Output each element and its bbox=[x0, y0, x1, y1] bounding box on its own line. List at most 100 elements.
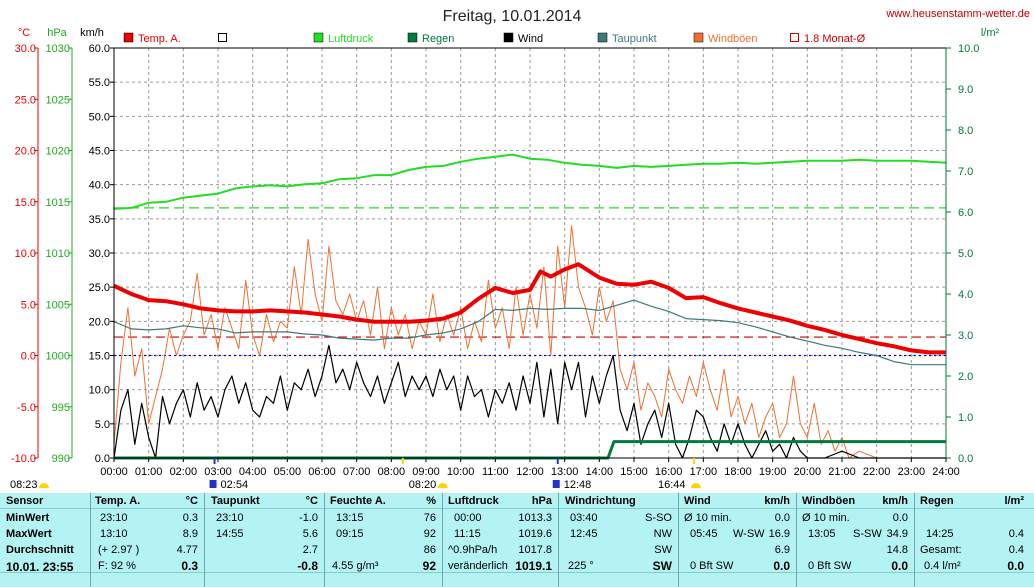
legend-label: Taupunkt bbox=[612, 33, 657, 45]
stats-label-min: MinWert bbox=[6, 512, 50, 524]
legend-item: Taupunkt bbox=[597, 32, 657, 45]
stats-temp-min-value: 0.3 bbox=[182, 512, 198, 524]
sun-icon bbox=[39, 483, 49, 488]
stats-wind-title: Wind bbox=[684, 495, 711, 507]
tick-label-rain: 5.0 bbox=[958, 248, 973, 260]
stats-temp-column: Temp. A. °C 23:10 0.3 13:10 8.9 (+ 2.97 … bbox=[90, 493, 205, 587]
legend-item: Wind bbox=[503, 32, 543, 45]
series-line-temp-a bbox=[113, 262, 946, 355]
tick-label-celsius: 30.0 bbox=[15, 43, 36, 55]
tick-label-kmh: 55.0 bbox=[89, 77, 110, 89]
stats-direction-max-value: NW bbox=[653, 528, 672, 540]
stats-pressure-max-time: 11:15 bbox=[454, 528, 481, 540]
legend-label: Wind bbox=[518, 33, 543, 45]
tick-label-hpa: 1020 bbox=[46, 146, 70, 158]
tick-label-rain: 1.0 bbox=[958, 412, 973, 424]
statistics-table: Sensor MinWert MaxWert Durchschnitt 10.0… bbox=[0, 493, 1034, 587]
stats-temp-now-value: 0.3 bbox=[181, 559, 198, 573]
event-markers: 08:23 02:54 08:20 12:48 16:44 bbox=[10, 458, 701, 491]
stats-temp-min-time: 23:10 bbox=[100, 512, 128, 524]
stats-label-title: Sensor bbox=[6, 495, 44, 507]
stats-temp-unit: °C bbox=[185, 495, 198, 507]
stats-dew-column: Taupunkt °C 23:10 -1.0 14:55 5.6 2.7 -0.… bbox=[204, 493, 325, 587]
x-tick-label: 01:00 bbox=[135, 466, 163, 478]
site-link[interactable]: www.heusenstamm-wetter.de bbox=[885, 8, 1030, 20]
stats-wind-unit: km/h bbox=[764, 495, 790, 507]
stats-gust-min-note: Ø 10 min. bbox=[802, 512, 850, 524]
tick-label-kmh: 50.0 bbox=[89, 111, 110, 123]
stats-dew-min-time: 23:10 bbox=[216, 512, 244, 524]
stats-pressure-now-value: 1019.1 bbox=[515, 559, 552, 573]
x-tick-label: 04:00 bbox=[239, 466, 267, 478]
chart-axes: -10.0 -5.0 0.0 5.0 10.0 15.0 20.0 25.0 30.0 990 99… bbox=[11, 43, 980, 465]
stats-labels-column: Sensor MinWert MaxWert Durchschnitt 10.0… bbox=[0, 493, 91, 587]
tick-label-celsius: 20.0 bbox=[15, 146, 36, 158]
weather-chart: -10.0 -5.0 0.0 5.0 10.0 15.0 20.0 25.0 30.0 990 99… bbox=[10, 8, 1030, 491]
legend-swatch bbox=[503, 32, 514, 43]
tick-label-celsius: 25.0 bbox=[15, 94, 36, 106]
stats-humidity-title: Feuchte A. bbox=[330, 495, 386, 507]
chart-title: Freitag, 10.01.2014 bbox=[443, 8, 582, 25]
stats-humidity-column: Feuchte A. % 13:15 76 09:15 92 86 4.55 g… bbox=[324, 493, 443, 587]
x-tick-label: 18:00 bbox=[724, 466, 752, 478]
sun-icon bbox=[690, 483, 701, 488]
stats-pressure-column: Luftdruck hPa 00:00 1013.3 11:15 1019.6 … bbox=[442, 493, 559, 587]
unit-kmh: km/h bbox=[80, 27, 104, 39]
stats-gust-max-direction: S-SW bbox=[853, 528, 882, 540]
legend-swatch bbox=[123, 32, 134, 43]
tick-label-hpa: 990 bbox=[52, 453, 70, 465]
x-tick-label: 00:00 bbox=[100, 466, 128, 478]
stats-gust-max-value: 34.9 bbox=[886, 528, 908, 540]
stats-gust-title: Windböen bbox=[802, 495, 856, 507]
stats-direction-avg-value: SW bbox=[654, 544, 672, 556]
tick-label-rain: 0.0 bbox=[958, 453, 973, 465]
stats-pressure-avg-value: 1017.8 bbox=[518, 544, 552, 556]
tick-label-celsius: 0.0 bbox=[21, 351, 36, 363]
legend-label: Regen bbox=[422, 33, 454, 45]
stats-humidity-avg-value: 86 bbox=[423, 544, 436, 556]
stats-rain-unit: l/m² bbox=[1004, 495, 1024, 507]
tick-label-hpa: 1015 bbox=[46, 197, 70, 209]
tick-label-celsius: -10.0 bbox=[11, 453, 36, 465]
legend-item: Temp. A. bbox=[123, 32, 181, 45]
tick-label-hpa: 1000 bbox=[46, 351, 70, 363]
series-line-wind bbox=[113, 344, 946, 459]
tick-label-kmh: 40.0 bbox=[89, 180, 110, 192]
x-tick-label: 11:00 bbox=[482, 466, 509, 478]
stats-temp-avg-value: 4.77 bbox=[176, 544, 198, 556]
x-tick-label: 06:00 bbox=[308, 466, 336, 478]
tick-label-celsius: -5.0 bbox=[17, 402, 36, 414]
stats-humidity-min-value: 76 bbox=[423, 512, 436, 524]
stats-wind-now-note: 0 Bft SW bbox=[690, 560, 734, 572]
legend-swatch bbox=[218, 33, 227, 42]
unit-hpa: hPa bbox=[47, 27, 67, 39]
tick-label-kmh: 25.0 bbox=[89, 282, 110, 294]
stats-wind-min-note: Ø 10 min. bbox=[684, 512, 732, 524]
stats-gust-max-time: 13:05 bbox=[808, 528, 836, 540]
tick-label-hpa: 1005 bbox=[46, 299, 70, 311]
stats-temp-title: Temp. A. bbox=[95, 495, 141, 507]
stats-direction-min-value: S-SO bbox=[645, 512, 672, 524]
event-label: 08:20 bbox=[409, 479, 437, 491]
stats-label-now: 10.01. 23:55 bbox=[6, 560, 74, 574]
x-tick-label: 08:00 bbox=[378, 466, 406, 478]
legend-swatch bbox=[313, 32, 324, 43]
stats-dew-max-value: 5.6 bbox=[302, 528, 318, 540]
stats-dew-max-time: 14:55 bbox=[216, 528, 244, 540]
stats-pressure-title: Luftdruck bbox=[448, 495, 499, 507]
stats-gust-now-value: 0.0 bbox=[891, 559, 908, 573]
stats-wind-avg-value: 6.9 bbox=[774, 544, 790, 556]
tick-label-hpa: 995 bbox=[52, 402, 70, 414]
tick-label-rain: 8.0 bbox=[958, 125, 973, 137]
unit-celsius: °C bbox=[18, 27, 30, 39]
tick-label-celsius: 15.0 bbox=[15, 197, 36, 209]
tick-label-kmh: 30.0 bbox=[89, 248, 110, 260]
stats-direction-max-time: 12:45 bbox=[570, 528, 598, 540]
stats-gust-avg-value: 14.8 bbox=[886, 544, 908, 556]
legend-label: Windböen bbox=[708, 33, 758, 45]
stats-dew-now-value: -0.8 bbox=[297, 559, 318, 573]
stats-rain-now-note: 0.4 l/m² bbox=[924, 560, 961, 572]
tick-label-rain: 10.0 bbox=[958, 43, 979, 55]
x-axis-ticks: 00:00 01:00 02:00 03:00 04:00 05:00 06:00 07:00… bbox=[100, 458, 960, 478]
tick-label-rain: 6.0 bbox=[958, 207, 973, 219]
